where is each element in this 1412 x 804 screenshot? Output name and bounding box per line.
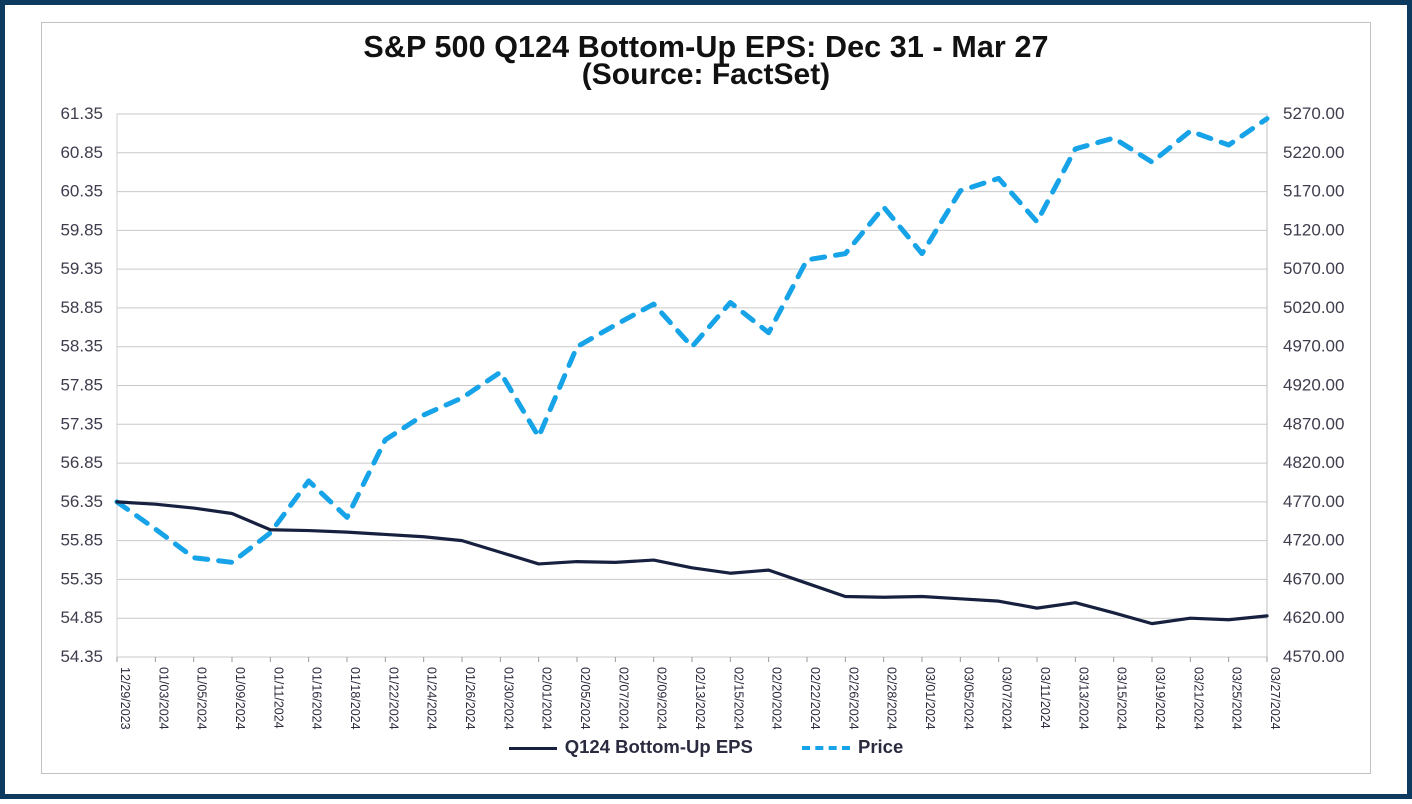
svg-text:01/22/2024: 01/22/2024 [386,667,400,730]
svg-text:4670.00: 4670.00 [1283,569,1344,588]
svg-text:03/19/2024: 03/19/2024 [1153,667,1167,730]
svg-text:4720.00: 4720.00 [1283,531,1344,550]
svg-text:12/29/2023: 12/29/2023 [118,667,132,730]
svg-text:59.85: 59.85 [60,220,103,239]
svg-text:4970.00: 4970.00 [1283,337,1344,356]
svg-text:02/01/2024: 02/01/2024 [540,667,554,730]
svg-text:4570.00: 4570.00 [1283,647,1344,666]
svg-text:4820.00: 4820.00 [1283,453,1344,472]
svg-text:02/22/2024: 02/22/2024 [808,667,822,730]
svg-text:56.85: 56.85 [60,453,103,472]
svg-text:01/30/2024: 01/30/2024 [501,667,515,730]
svg-text:02/13/2024: 02/13/2024 [693,667,707,730]
svg-text:5070.00: 5070.00 [1283,259,1344,278]
svg-text:01/24/2024: 01/24/2024 [425,667,439,730]
svg-text:03/27/2024: 03/27/2024 [1268,667,1282,730]
svg-text:03/01/2024: 03/01/2024 [923,667,937,730]
svg-text:4620.00: 4620.00 [1283,608,1344,627]
svg-text:02/26/2024: 02/26/2024 [846,667,860,730]
svg-text:01/09/2024: 01/09/2024 [233,667,247,730]
svg-text:58.85: 58.85 [60,298,103,317]
svg-text:59.35: 59.35 [60,259,103,278]
svg-text:03/15/2024: 03/15/2024 [1115,667,1129,730]
svg-text:5270.00: 5270.00 [1283,104,1344,123]
svg-text:60.85: 60.85 [60,143,103,162]
svg-text:61.35: 61.35 [60,104,103,123]
svg-text:5170.00: 5170.00 [1283,182,1344,201]
svg-text:4770.00: 4770.00 [1283,492,1344,511]
svg-text:01/18/2024: 01/18/2024 [348,667,362,730]
svg-text:5020.00: 5020.00 [1283,298,1344,317]
svg-text:57.35: 57.35 [60,414,103,433]
svg-text:01/16/2024: 01/16/2024 [310,667,324,730]
svg-text:54.85: 54.85 [60,608,103,627]
svg-text:02/20/2024: 02/20/2024 [770,667,784,730]
svg-text:5120.00: 5120.00 [1283,220,1344,239]
svg-text:03/07/2024: 03/07/2024 [1000,667,1014,730]
svg-text:54.35: 54.35 [60,647,103,666]
svg-text:57.85: 57.85 [60,376,103,395]
svg-text:03/05/2024: 03/05/2024 [961,667,975,730]
svg-text:02/15/2024: 02/15/2024 [731,667,745,730]
svg-text:02/05/2024: 02/05/2024 [578,667,592,730]
svg-text:02/07/2024: 02/07/2024 [616,667,630,730]
svg-text:01/05/2024: 01/05/2024 [195,667,209,730]
svg-text:03/21/2024: 03/21/2024 [1191,667,1205,730]
svg-text:5220.00: 5220.00 [1283,143,1344,162]
svg-text:03/11/2024: 03/11/2024 [1038,667,1052,729]
svg-text:55.35: 55.35 [60,569,103,588]
svg-text:01/26/2024: 01/26/2024 [463,667,477,730]
svg-text:4870.00: 4870.00 [1283,414,1344,433]
svg-text:03/25/2024: 03/25/2024 [1230,667,1244,730]
svg-text:01/03/2024: 01/03/2024 [156,667,170,730]
svg-text:55.85: 55.85 [60,531,103,550]
svg-text:58.35: 58.35 [60,337,103,356]
svg-text:56.35: 56.35 [60,492,103,511]
svg-text:60.35: 60.35 [60,182,103,201]
svg-text:02/28/2024: 02/28/2024 [885,667,899,730]
svg-text:03/13/2024: 03/13/2024 [1076,667,1090,730]
svg-text:02/09/2024: 02/09/2024 [655,667,669,730]
svg-text:01/11/2024: 01/11/2024 [271,667,285,729]
svg-text:4920.00: 4920.00 [1283,376,1344,395]
